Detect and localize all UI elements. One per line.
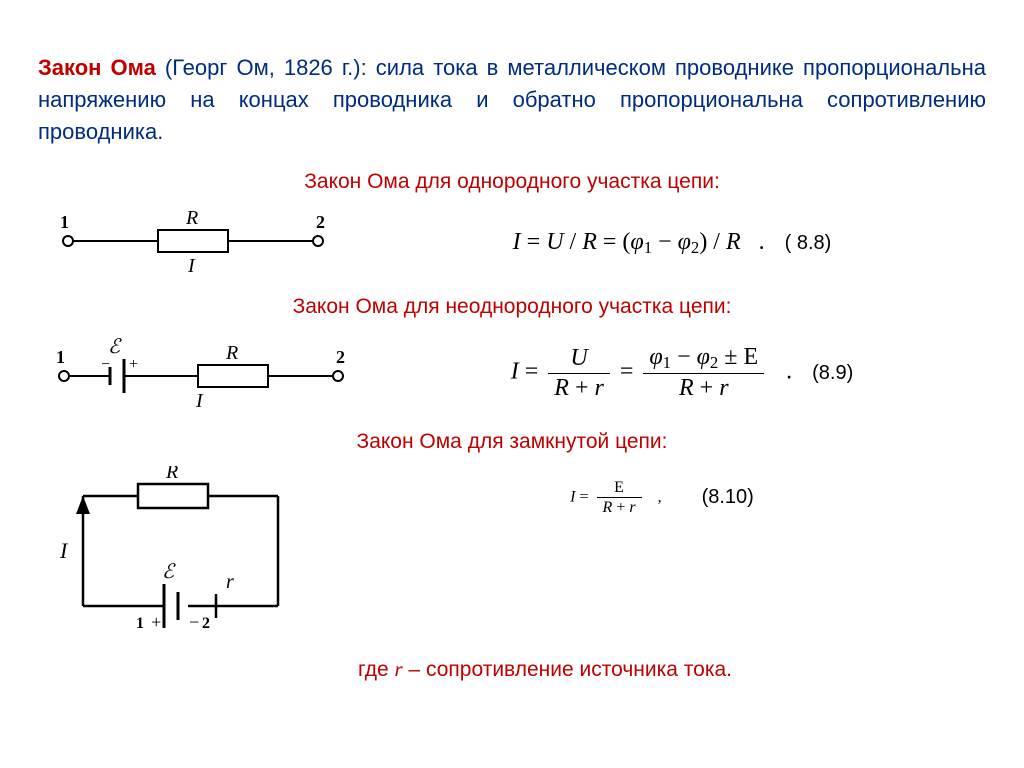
node2-label: 2 [316, 212, 325, 232]
r-label-3: R [165, 466, 178, 483]
intro-paren: (Георг Ом, 1826 г.): [156, 55, 376, 80]
r-small-label: r [226, 571, 234, 593]
eq2-math: I = U R + r = φ1 − φ2 ± Е R + r . [511, 343, 792, 403]
node1-label-2: 1 [56, 347, 65, 367]
eq2-lhs: I [511, 359, 519, 385]
eq3-number: (8.10) [702, 486, 754, 509]
node1-3: 1 [136, 615, 144, 632]
formula-eq3: I = Е R + r , (8.10) [338, 478, 986, 517]
i-label-2: I [195, 390, 204, 411]
r-label-2: R [225, 342, 238, 364]
eq3-math: I = Е R + r , [570, 478, 661, 517]
i-label-1: I [187, 255, 196, 276]
heading-homogeneous: Закон Ома для однородного участка цепи: [38, 170, 986, 194]
intro-paragraph: Закон Ома (Георг Ом, 1826 г.): сила тока… [38, 52, 986, 148]
formula-eq2: I = U R + r = φ1 − φ2 ± Е R + r . (8.9) [378, 343, 986, 403]
note-symbol: r [394, 657, 402, 681]
formula-eq1: I = U / R = (φ1 − φ2) / R . ( 8.8) [358, 229, 986, 258]
note: где r – сопротивление источника тока. [358, 657, 986, 682]
eq1-lhs: I [513, 229, 521, 255]
intro-title: Закон Ома [38, 55, 156, 80]
r-label-1: R [185, 207, 198, 229]
row-eq1: 1 2 R I I = U / R = (φ1 − φ2) / R . ( 8.… [38, 206, 986, 281]
node2-label-2: 2 [336, 347, 345, 367]
emf-label-2: ℰ [108, 336, 122, 358]
row-eq3: R r ℰ I 1 + [38, 466, 986, 641]
eq2-number: (8.9) [812, 362, 853, 385]
i-label-3: I [59, 538, 69, 563]
eq1-number: ( 8.8) [785, 232, 832, 255]
diagram-closed: R r ℰ I 1 + [38, 466, 318, 641]
node2-3: 2 [202, 615, 210, 632]
diagram-homogeneous: 1 2 R I [38, 206, 338, 281]
emf-minus: − [100, 356, 111, 373]
emf-plus: + [128, 356, 139, 373]
eq1-math: I = U / R = (φ1 − φ2) / R . [513, 229, 765, 258]
node1-label: 1 [60, 212, 69, 232]
row-eq2: − + ℰ R 1 2 I I = U [38, 331, 986, 416]
eq3-num: Е [614, 479, 624, 496]
minus-3: − [188, 612, 200, 632]
eq2-num1: U [570, 345, 587, 371]
diagram-inhomogeneous: − + ℰ R 1 2 I [38, 331, 358, 416]
plus-3: + [150, 612, 162, 632]
emf-label-3: ℰ [162, 561, 176, 583]
heading-inhomogeneous: Закон Ома для неоднородного участка цепи… [38, 295, 986, 319]
note-prefix: где [358, 658, 394, 681]
heading-closed: Закон Ома для замкнутой цепи: [38, 430, 986, 454]
note-rest: – сопротивление источника тока. [403, 658, 732, 681]
